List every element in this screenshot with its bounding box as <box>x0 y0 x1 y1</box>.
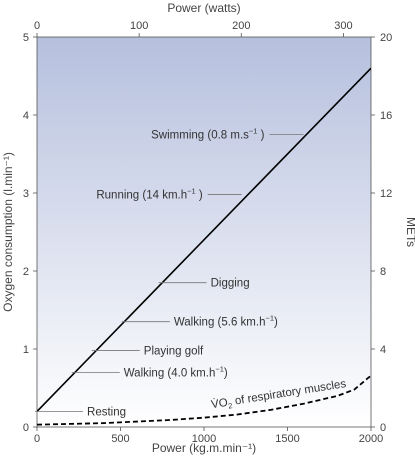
y-right-tick-label: 12 <box>380 188 392 200</box>
annotation-label: Walking (5.6 km.h−1) <box>174 314 278 329</box>
x-bottom-tick-label: 500 <box>111 433 129 445</box>
series-label-part: V̇O <box>210 396 228 411</box>
annotation-superscript: −1 <box>249 127 258 136</box>
annotation-2: Playing golf <box>91 346 204 358</box>
y-left-tick-label: 2 <box>23 266 29 278</box>
x-bottom-tick-label: 0 <box>34 433 40 445</box>
y-left-tick-label: 0 <box>23 422 29 434</box>
annotation-3: Walking (5.6 km.h−1) <box>121 314 278 329</box>
y-right-tick-label: 8 <box>380 266 386 278</box>
annotation-5: Running (14 km.h−1 ) <box>96 187 242 202</box>
annotation-text: Walking (4.0 km.h <box>124 367 216 379</box>
annotation-label: Playing golf <box>144 346 204 358</box>
x-bottom-tick-label: 2000 <box>359 433 383 445</box>
y-right-tick-label: 4 <box>380 344 386 356</box>
y-left-tick-label: 3 <box>23 188 29 200</box>
annotation-text: Resting <box>87 406 126 418</box>
annotation-6: Swimming (0.8 m.s−1 ) <box>151 127 304 142</box>
annotation-tail: ) <box>257 130 264 142</box>
y-left-tick-label: 4 <box>23 110 29 122</box>
annotation-text: Swimming (0.8 m.s <box>151 130 249 142</box>
annotation-text: Digging <box>211 278 250 290</box>
x-bottom-axis-title: Power (kg.m.min⁻¹) <box>152 441 256 455</box>
annotation-superscript: −1 <box>265 314 274 323</box>
x-top-tick-label: 200 <box>232 20 250 32</box>
y-left-tick-label: 5 <box>23 32 29 44</box>
annotation-tail: ) <box>196 190 203 202</box>
x-bottom-tick-label: 1500 <box>275 433 299 445</box>
x-top-tick-label: 100 <box>130 20 148 32</box>
plot-background <box>37 37 371 427</box>
annotation-label: Swimming (0.8 m.s−1 ) <box>151 127 265 142</box>
annotation-superscript: −1 <box>187 187 196 196</box>
annotation-tail: ) <box>224 367 228 379</box>
annotation-label: Resting <box>87 406 126 418</box>
y-left-axis-title: Oxygen consumption (l.min⁻¹) <box>1 152 15 312</box>
annotation-0: Resting <box>35 406 126 418</box>
annotation-label: Digging <box>211 278 250 290</box>
y-right-axis-title: METs <box>404 217 415 247</box>
x-bottom-tick-label: 1000 <box>192 433 216 445</box>
annotation-text: Running (14 km.h <box>96 190 187 202</box>
y-right-tick-label: 20 <box>380 32 392 44</box>
annotation-1: Walking (4.0 km.h−1) <box>71 364 228 379</box>
x-top-axis-title: Power (watts) <box>167 1 240 15</box>
x-top-tick-label: 300 <box>334 20 352 32</box>
oxygen-consumption-series-line <box>37 67 371 412</box>
respiratory-muscles-series-line <box>37 374 371 426</box>
annotation-text: Playing golf <box>144 346 204 358</box>
y-right-tick-label: 0 <box>380 422 386 434</box>
annotation-4: Digging <box>158 278 250 290</box>
y-right-tick-label: 16 <box>380 110 392 122</box>
x-top-tick-label: 0 <box>34 20 40 32</box>
annotation-text: Walking (5.6 km.h <box>174 317 266 329</box>
annotation-label: Walking (4.0 km.h−1) <box>124 364 228 379</box>
annotation-tail: ) <box>274 317 278 329</box>
annotation-superscript: −1 <box>215 364 224 373</box>
annotation-label: Running (14 km.h−1 ) <box>96 187 203 202</box>
y-left-tick-label: 1 <box>23 344 29 356</box>
series-label-subscript: 2 <box>228 401 234 411</box>
